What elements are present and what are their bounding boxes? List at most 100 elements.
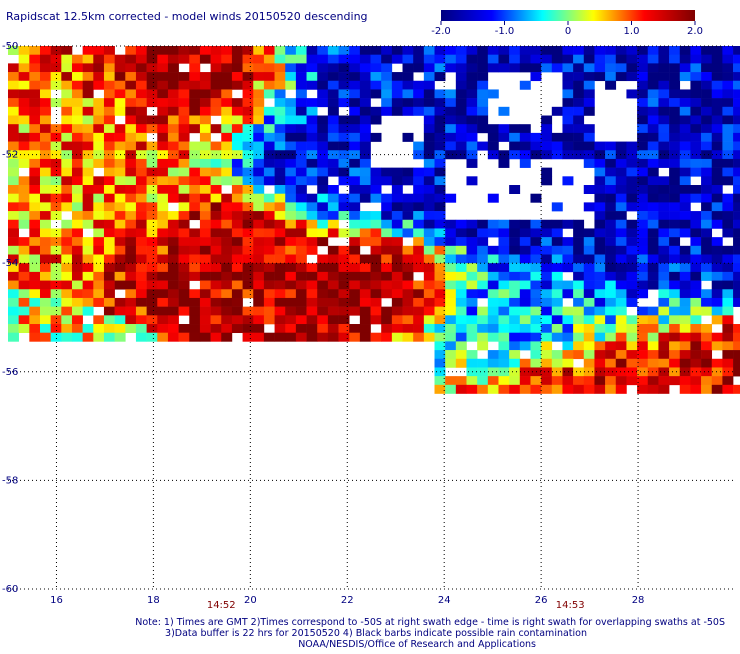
heatmap-cell (359, 54, 371, 64)
heatmap-cell (210, 89, 222, 99)
heatmap-cell (551, 358, 563, 368)
heatmap-cell (562, 332, 574, 342)
heatmap-cell (82, 271, 94, 281)
heatmap-cell (413, 193, 425, 203)
heatmap-cell (82, 280, 94, 290)
heatmap-cell (167, 219, 179, 229)
heatmap-cell (29, 228, 41, 238)
heatmap-cell (402, 106, 414, 116)
heatmap-cell (711, 384, 723, 394)
heatmap-cell (701, 176, 713, 186)
heatmap-cell (285, 254, 297, 264)
heatmap-cell (583, 280, 595, 290)
heatmap-cell (637, 115, 649, 125)
heatmap-cell (711, 185, 723, 194)
heatmap-cell (434, 306, 446, 316)
heatmap-cell (39, 63, 51, 73)
heatmap-cell (285, 324, 297, 334)
heatmap-cell (263, 46, 275, 55)
heatmap-cell (8, 228, 19, 238)
heatmap-cell (498, 297, 510, 307)
heatmap-cell (455, 132, 467, 142)
heatmap-cell (285, 98, 297, 108)
heatmap-cell (157, 132, 169, 142)
heatmap-cell (178, 324, 190, 334)
heatmap-cell (701, 245, 713, 255)
heatmap-cell (253, 54, 265, 64)
heatmap-cell (455, 324, 467, 334)
heatmap-cell (434, 297, 446, 307)
heatmap-cell (477, 98, 489, 108)
heatmap-cell (71, 228, 83, 238)
heatmap-cell (178, 80, 190, 90)
heatmap-cell (8, 115, 19, 125)
heatmap-cell (306, 46, 318, 55)
heatmap-cell (637, 358, 649, 368)
heatmap-cell (679, 141, 691, 151)
heatmap-cell (50, 332, 62, 342)
heatmap-cell (29, 289, 41, 299)
heatmap-cell (274, 89, 286, 99)
heatmap-cell (381, 176, 393, 186)
heatmap-cell (157, 89, 169, 99)
heatmap-cell (423, 176, 435, 186)
heatmap-cell (541, 167, 553, 177)
heatmap-cell (221, 150, 233, 160)
heatmap-cell (583, 306, 595, 316)
heatmap-cell (39, 115, 51, 125)
heatmap-cell (253, 158, 265, 168)
heatmap-cell (615, 315, 627, 325)
heatmap-cell (50, 54, 62, 64)
heatmap-cell (114, 63, 126, 73)
heatmap-cell (466, 132, 478, 142)
heatmap-cell (551, 106, 563, 116)
heatmap-cell (199, 271, 211, 281)
heatmap-cell (167, 176, 179, 186)
heatmap-cell (637, 176, 649, 186)
heatmap-cell (573, 341, 585, 351)
heatmap-cell (82, 132, 94, 142)
heatmap-cell (669, 150, 681, 160)
heatmap-cell (434, 315, 446, 325)
heatmap-cell (423, 185, 435, 194)
heatmap-cell (18, 271, 30, 281)
heatmap-cell (39, 219, 51, 229)
heatmap-cell (733, 211, 740, 221)
heatmap-cell (637, 106, 649, 116)
heatmap-cell (733, 367, 740, 377)
heatmap-cell (61, 228, 73, 238)
heatmap-cell (221, 132, 233, 142)
heatmap-cell (199, 72, 211, 82)
heatmap-cell (402, 297, 414, 307)
heatmap-cell (701, 124, 713, 134)
heatmap-cell (125, 72, 137, 82)
heatmap-cell (338, 211, 350, 221)
heatmap-cell (50, 185, 62, 194)
heatmap-cell (231, 228, 243, 238)
heatmap-cell (637, 72, 649, 82)
heatmap-cell (530, 141, 542, 151)
heatmap-cell (722, 132, 734, 142)
heatmap-cell (637, 185, 649, 194)
heatmap-cell (210, 80, 222, 90)
heatmap-cell (413, 54, 425, 64)
heatmap-cell (658, 185, 670, 194)
heatmap-cell (157, 106, 169, 116)
heatmap-cell (39, 106, 51, 116)
heatmap-cell (583, 332, 595, 342)
swath-time-labels: 14:52 14:53 (207, 600, 585, 611)
heatmap-cell (39, 289, 51, 299)
heatmap-cell (551, 306, 563, 316)
heatmap-cell (61, 141, 73, 151)
heatmap-cell (253, 124, 265, 134)
heatmap-cell (637, 54, 649, 64)
heatmap-cell (605, 332, 617, 342)
heatmap-cell (114, 80, 126, 90)
heatmap-cell (711, 289, 723, 299)
heatmap-cell (242, 72, 254, 82)
heatmap-cell (39, 167, 51, 177)
heatmap-cell (242, 237, 254, 247)
heatmap-cell (338, 297, 350, 307)
heatmap-cell (541, 245, 553, 255)
